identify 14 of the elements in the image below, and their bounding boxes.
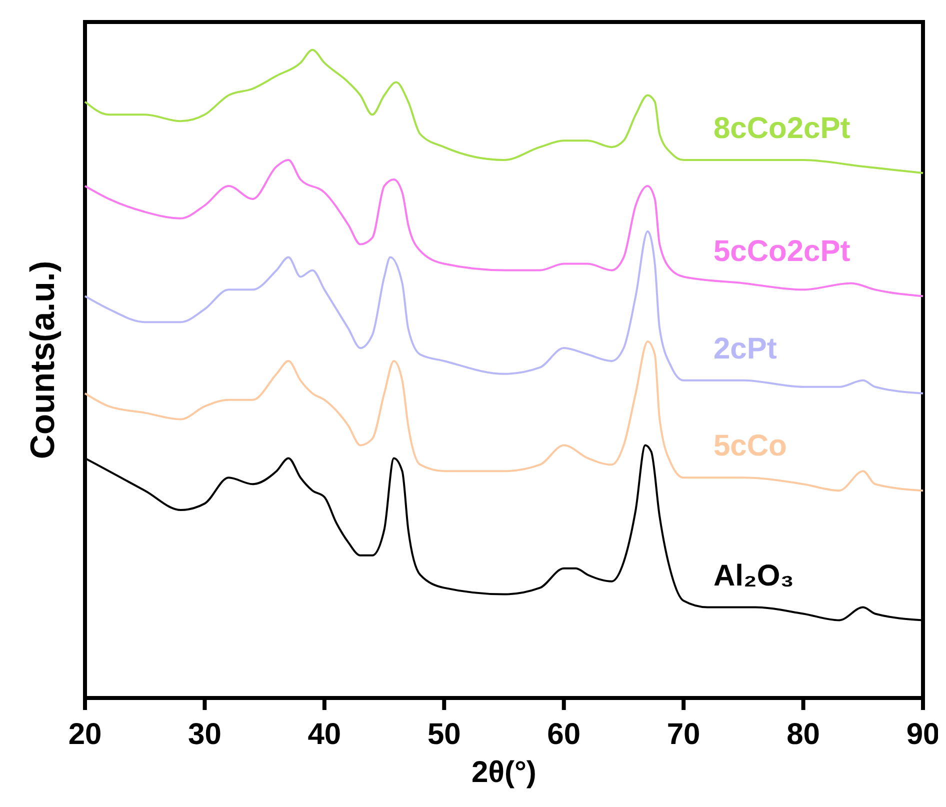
series-label: 5cCo2cPt <box>714 235 850 268</box>
x-tick-label: 20 <box>68 718 102 751</box>
y-axis-title: Counts(a.u.) <box>24 260 62 460</box>
series-label: 8cCo2cPt <box>714 112 850 146</box>
series-label: Al₂O₃ <box>714 559 794 592</box>
x-tick-label: 70 <box>666 718 700 751</box>
x-tick-label: 30 <box>188 718 222 751</box>
series-label: 5cCo <box>714 430 787 463</box>
x-tick-label: 40 <box>308 718 342 751</box>
series-label: 2cPt <box>714 332 777 366</box>
x-tick-label: 80 <box>786 718 820 751</box>
x-tick-label: 50 <box>427 718 461 751</box>
x-tick-label: 60 <box>547 718 581 751</box>
x-axis-title: 2θ(°) <box>472 756 536 789</box>
